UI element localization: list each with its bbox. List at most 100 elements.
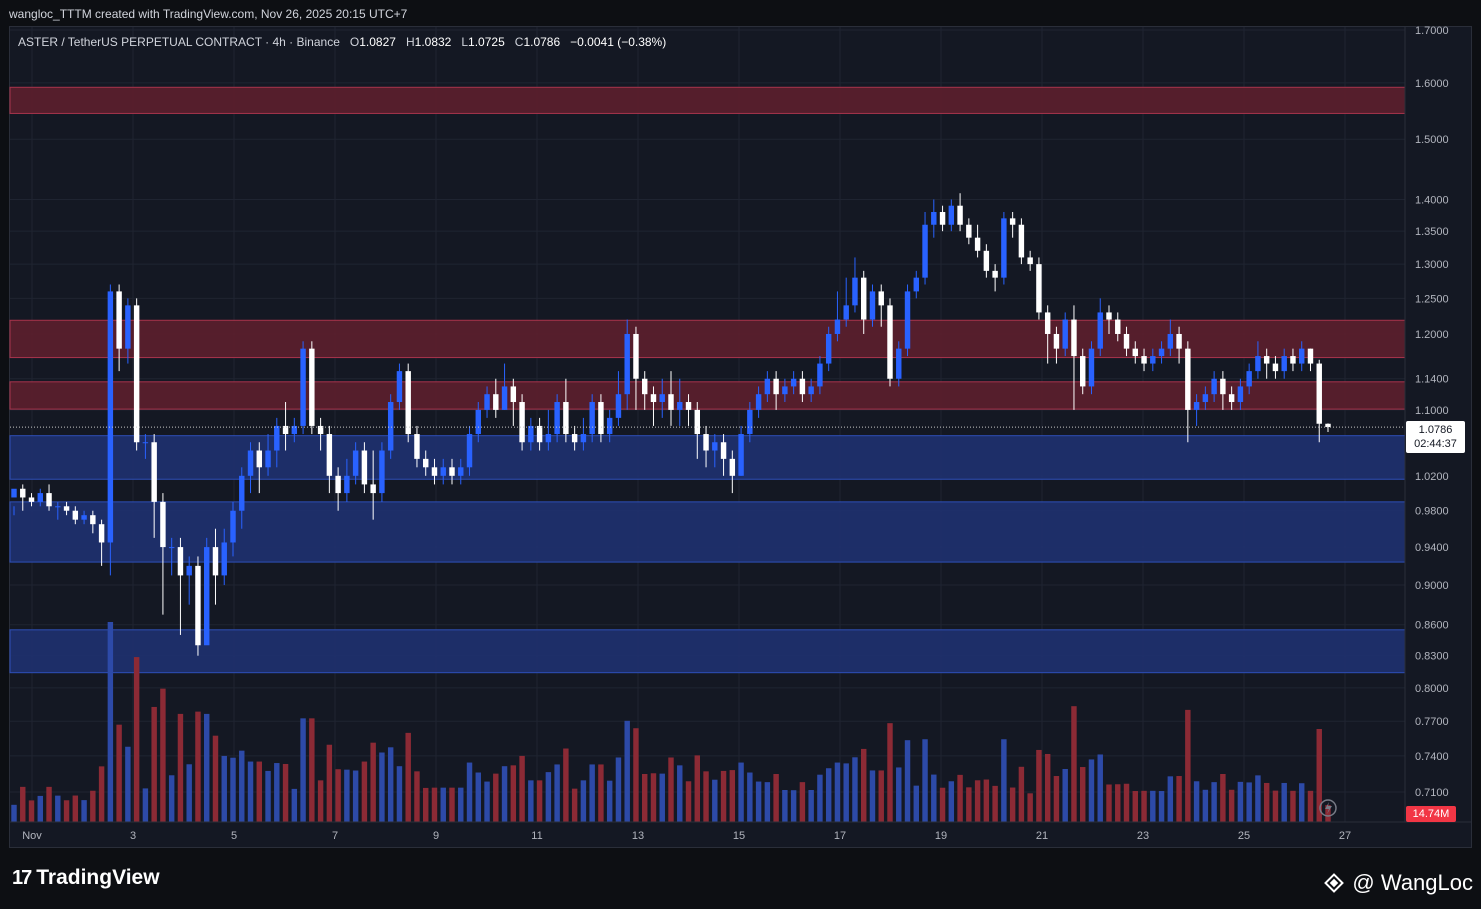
volume-bar (650, 773, 657, 822)
volume-bar (1272, 790, 1279, 822)
volume-bar (37, 795, 43, 822)
volume-bar (405, 732, 411, 822)
candle-body (1307, 348, 1314, 364)
volume-bar (265, 770, 271, 822)
candle-body (536, 425, 543, 443)
y-tick-label: 0.9800 (1415, 506, 1449, 518)
candle-body (1097, 312, 1103, 349)
candle-body (1263, 356, 1270, 364)
x-tick-label: 9 (433, 830, 439, 842)
candle-body (405, 371, 411, 435)
volume-bar (633, 728, 639, 822)
candle-body (764, 378, 771, 395)
volume-bar (1193, 781, 1200, 822)
candle-body (825, 333, 832, 364)
candle-body (168, 547, 175, 549)
candle-body (1053, 333, 1060, 349)
volume-bar (1106, 784, 1112, 822)
volume-bar (563, 748, 569, 822)
volume-bar (1018, 766, 1025, 822)
volume-bar (510, 765, 517, 822)
candle-body (98, 524, 105, 543)
candle-body (300, 348, 306, 426)
candle-body (510, 386, 517, 403)
candle-body (1062, 319, 1068, 349)
candle-body (808, 386, 814, 395)
y-tick-label: 1.6000 (1415, 78, 1449, 90)
volume-bar (1202, 789, 1209, 822)
support-zone (9, 501, 1406, 563)
y-tick-label: 1.2000 (1415, 329, 1449, 341)
candle-body (974, 237, 981, 251)
volume-bar (606, 780, 613, 822)
x-tick-label: 5 (231, 830, 237, 842)
candle-body (677, 402, 683, 410)
volume-bar (825, 768, 832, 822)
bar-countdown: 02:44:37 (1414, 438, 1457, 450)
volume-bar (247, 761, 254, 822)
volume-bar (1176, 776, 1182, 822)
candle-body (1106, 312, 1112, 320)
volume-bar (335, 769, 341, 822)
candle-body (151, 442, 157, 502)
volume-bar (107, 622, 114, 822)
volume-bar (668, 757, 674, 822)
candle-body (1158, 348, 1165, 357)
symbol-label: ASTER / TetherUS PERPETUAL CONTRACT · 4h… (18, 35, 340, 49)
candle-body (396, 371, 403, 403)
x-tick-label: 7 (332, 830, 338, 842)
candle-body (90, 515, 96, 525)
candle-body (834, 319, 841, 334)
candle-body (282, 425, 289, 435)
candle-body (160, 501, 166, 548)
close-label: C (514, 35, 524, 49)
candle-body (475, 409, 481, 435)
candle-body (204, 547, 210, 646)
volume-bar (817, 774, 823, 822)
candle-body (1018, 224, 1025, 258)
x-tick-label: 17 (834, 830, 846, 842)
volume-bar (361, 761, 368, 822)
candle-body (896, 348, 902, 379)
volume-bar (449, 787, 455, 822)
y-tick-label: 1.3000 (1415, 259, 1449, 271)
volume-bar (861, 748, 867, 822)
volume-bar (484, 781, 490, 822)
candle-body (869, 291, 876, 320)
candle-body (501, 386, 508, 410)
volume-bar (98, 766, 105, 822)
replay-icon (1319, 799, 1337, 817)
x-tick-label: 11 (531, 830, 542, 842)
y-tick-label: 0.9000 (1415, 580, 1449, 592)
volume-bar (799, 782, 806, 822)
candle-body (379, 450, 385, 494)
candle-body (642, 378, 648, 395)
volume-tag: 14.74M (1406, 806, 1456, 822)
volume-bar (703, 771, 709, 822)
y-tick-label: 0.8600 (1415, 620, 1449, 632)
y-tick-label: 0.7700 (1415, 716, 1449, 728)
volume-bar (274, 763, 280, 822)
candle-body (729, 458, 736, 476)
candle-body (545, 434, 552, 443)
candle-body (650, 394, 657, 403)
volume-bar (1027, 793, 1033, 822)
candle-body (922, 224, 928, 278)
volume-bar (773, 773, 779, 822)
x-tick-label: 23 (1137, 830, 1149, 842)
volume-bar (168, 775, 175, 822)
candle-body (291, 425, 298, 435)
candle-body (1088, 348, 1095, 387)
candle-body (939, 212, 946, 225)
candle-body (755, 394, 762, 410)
volume-bar (20, 786, 26, 822)
candle-body (440, 467, 446, 476)
volume-bar (414, 771, 420, 822)
candle-body (1193, 402, 1200, 410)
y-tick-label: 1.4000 (1415, 194, 1449, 206)
tradingview-brand[interactable]: 17 TradingView (12, 866, 160, 890)
candle-body (861, 277, 867, 320)
candle-body (624, 333, 630, 395)
candle-body (484, 394, 490, 410)
